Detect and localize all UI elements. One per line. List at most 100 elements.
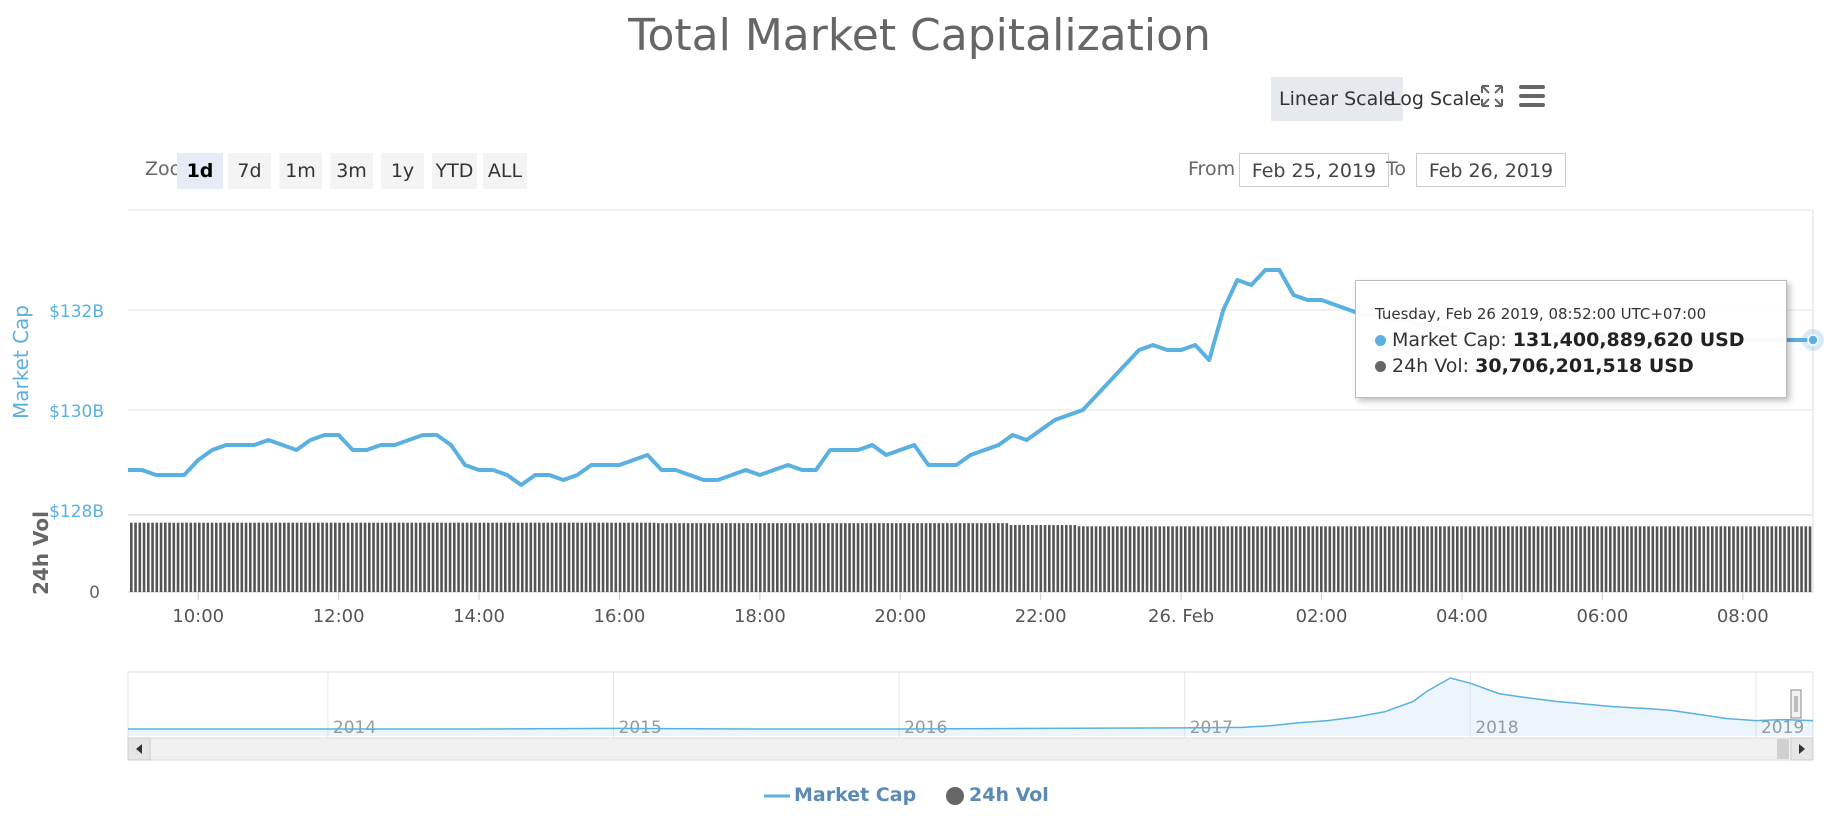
volume-bar	[453, 522, 456, 592]
volume-bar	[1600, 526, 1604, 592]
volume-bar	[1617, 526, 1621, 592]
volume-bar	[210, 522, 214, 592]
tooltip-vol-value: 30,706,201,518 USD	[1475, 355, 1694, 377]
volume-bar	[1439, 526, 1442, 592]
volume-bar	[274, 522, 278, 592]
volume-bar	[1498, 526, 1502, 592]
volume-bar	[1481, 526, 1485, 592]
volume-bar	[929, 523, 932, 592]
volume-bar	[176, 522, 180, 592]
volume-bar	[1090, 526, 1094, 592]
volume-bar	[1583, 526, 1587, 592]
volume-bar	[661, 523, 664, 592]
volume-bar	[1796, 526, 1799, 592]
volume-bar	[423, 522, 426, 592]
volume-bar	[419, 522, 422, 592]
fullscreen-icon[interactable]	[1480, 84, 1504, 108]
legend-market-cap-label: Market Cap	[794, 784, 917, 806]
volume-bar	[652, 522, 656, 592]
volume-bar	[227, 522, 231, 592]
volume-bar	[266, 522, 269, 592]
volume-bar	[300, 522, 303, 592]
legend-market-cap[interactable]: Market Cap	[764, 784, 916, 806]
volume-bar	[533, 522, 537, 592]
volume-bar	[1226, 526, 1230, 592]
volume-bar	[865, 523, 868, 592]
volume-bar	[593, 522, 596, 592]
volume-bar	[1099, 526, 1102, 592]
volume-bar	[1362, 526, 1366, 592]
volume-bar	[648, 522, 652, 592]
volume-bar	[393, 522, 397, 592]
volume-bar	[1409, 526, 1412, 592]
zoom-3m-button[interactable]: 3m	[330, 153, 373, 189]
volume-bar	[1175, 526, 1179, 592]
volume-bar	[202, 522, 205, 592]
volume-bar	[363, 522, 367, 592]
volume-bar	[334, 522, 337, 592]
volume-bar	[1230, 526, 1234, 592]
volume-bar	[1273, 526, 1276, 592]
zoom-7d-button[interactable]: 7d	[228, 153, 271, 189]
volume-bar	[1430, 526, 1434, 592]
volume-bar	[240, 522, 244, 592]
hamburger-menu-icon[interactable]	[1518, 82, 1546, 110]
volume-bar	[1490, 526, 1493, 592]
navigator-area	[128, 678, 1813, 736]
x-tick-label: 22:00	[1015, 606, 1067, 627]
volume-bar	[444, 522, 448, 592]
volume-bar	[1808, 526, 1812, 592]
volume-bar	[920, 523, 924, 592]
volume-bar	[1643, 526, 1646, 592]
volume-bar	[1026, 525, 1030, 592]
log-scale-button[interactable]: Log Scale	[1390, 88, 1482, 110]
zoom-ytd-button[interactable]: YTD	[432, 153, 477, 189]
volume-bar	[1201, 526, 1204, 592]
volume-bar	[1383, 526, 1387, 592]
legend-24h-vol[interactable]: 24h Vol	[945, 784, 1049, 806]
volume-bar	[1519, 526, 1523, 592]
volume-bar	[215, 522, 218, 592]
volume-bar	[1205, 526, 1208, 592]
volume-bar	[1434, 526, 1438, 592]
volume-bar	[151, 522, 154, 592]
volume-bar	[219, 522, 222, 592]
volume-bar	[1715, 526, 1718, 592]
volume-bar	[1218, 526, 1221, 592]
volume-bar	[852, 523, 856, 592]
volume-bar	[1073, 525, 1077, 592]
volume-bar	[342, 522, 346, 592]
linear-scale-button[interactable]: Linear Scale	[1271, 77, 1404, 121]
volume-bar	[1307, 526, 1310, 592]
volume-bar	[1545, 526, 1548, 592]
volume-bar	[1145, 526, 1149, 592]
volume-bar	[431, 522, 435, 592]
zoom-all-button[interactable]: ALL	[483, 153, 527, 189]
volume-bar	[236, 522, 239, 592]
volume-bar	[984, 523, 987, 592]
volume-bar	[1311, 526, 1315, 592]
volume-bar	[304, 522, 307, 592]
volume-bar	[1060, 525, 1064, 592]
volume-bar	[1269, 526, 1272, 592]
range-to-input[interactable]: Feb 26, 2019	[1416, 153, 1566, 187]
navigator-year-label: 2018	[1475, 718, 1518, 738]
volume-bar	[1358, 526, 1361, 592]
volume-bar	[831, 523, 834, 592]
volume-bar	[504, 522, 507, 592]
zoom-1y-button[interactable]: 1y	[381, 153, 424, 189]
volume-bar	[283, 522, 286, 592]
volume-bar	[1158, 526, 1162, 592]
volume-bar	[712, 523, 715, 592]
volume-bar	[1009, 525, 1013, 592]
volume-bar	[1749, 526, 1752, 592]
volume-bar	[1651, 526, 1655, 592]
volume-bar	[1086, 526, 1089, 592]
zoom-1m-button[interactable]: 1m	[279, 153, 322, 189]
range-from-input[interactable]: Feb 25, 2019	[1239, 153, 1389, 187]
volume-bar	[465, 522, 469, 592]
zoom-1d-button[interactable]: 1d	[177, 153, 223, 189]
volume-bar	[1103, 526, 1106, 592]
volume-bar	[461, 522, 465, 592]
